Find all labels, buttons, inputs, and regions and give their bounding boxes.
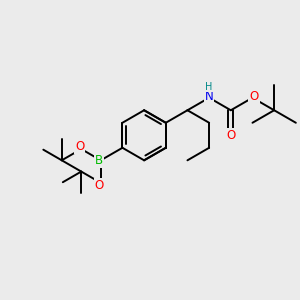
Text: N: N xyxy=(205,90,214,103)
Text: O: O xyxy=(249,90,259,103)
Text: B: B xyxy=(95,154,103,167)
Text: H: H xyxy=(205,82,212,92)
Text: O: O xyxy=(75,140,84,153)
Text: O: O xyxy=(95,179,104,192)
Text: O: O xyxy=(226,129,236,142)
